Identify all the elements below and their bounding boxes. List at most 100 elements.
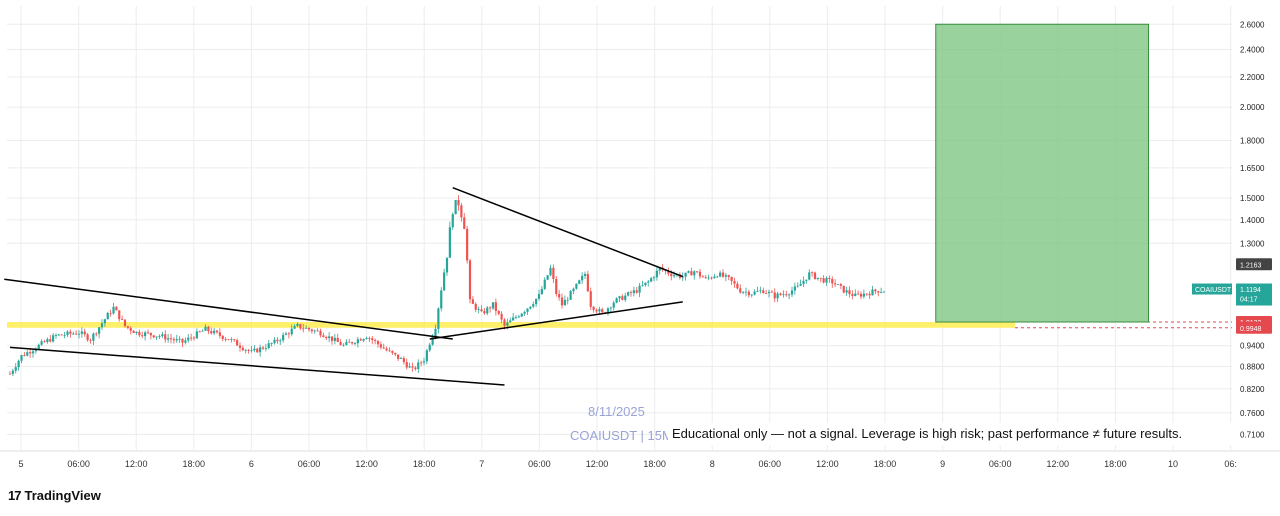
candle-body (368, 337, 371, 339)
candle-body (684, 272, 687, 277)
candle-body (169, 338, 173, 340)
level-high-badge: 1.2163 (1240, 262, 1262, 269)
symbol-badge-bg (1192, 283, 1232, 295)
candle-body (558, 294, 561, 298)
time-tick-label: 12:00 (1047, 459, 1070, 469)
candle-body (776, 293, 779, 299)
candle-body (650, 278, 653, 282)
candle-body (259, 347, 262, 353)
candle-body (799, 284, 802, 286)
candle-body (540, 288, 543, 295)
candle-body (261, 347, 265, 349)
time-tick-label: 7 (479, 459, 484, 469)
candle-body (270, 343, 273, 344)
time-tick-label: 06:00 (67, 459, 90, 469)
candle-body (336, 337, 339, 342)
price-tick-label: 1.3000 (1240, 239, 1265, 248)
disclaimer-note: Educational only — not a signal. Leverag… (668, 423, 1236, 445)
candle-body (851, 294, 854, 296)
candle-body (109, 313, 112, 314)
candle-body (612, 302, 615, 308)
price-tick-label: 0.7600 (1240, 409, 1265, 418)
candle-body (397, 354, 400, 359)
candle-body (724, 275, 727, 277)
time-axis[interactable]: 5 06:00 12:00 18:00 6 06:00 12:00 18:00 7 06:00 12… (0, 450, 1280, 469)
candle-body (425, 350, 428, 362)
zone-lower-badge-bg (1236, 321, 1272, 334)
candle-body (356, 339, 359, 344)
candle-body (710, 277, 713, 279)
candle-body (460, 205, 463, 218)
candle-body (816, 277, 819, 279)
price-tick-label: 0.9400 (1240, 342, 1265, 351)
candle-body (624, 295, 627, 300)
candle-body (836, 284, 840, 285)
candle-body (126, 326, 129, 328)
candle-body (555, 278, 558, 295)
price-tick-label: 1.5000 (1240, 194, 1265, 203)
candle-body (201, 330, 204, 332)
candle-body (307, 327, 311, 330)
candle-body (20, 355, 23, 361)
candle-body (842, 285, 845, 293)
candle-body (399, 358, 403, 359)
candle-body (172, 339, 175, 341)
candle-body (782, 294, 785, 296)
candle-body (422, 361, 426, 363)
tradingview-brand[interactable]: TradingView (24, 487, 101, 503)
candle-body (808, 272, 811, 280)
candle-body (155, 336, 158, 338)
price-axis[interactable]: 2.6000 2.4000 2.2000 2.0000 1.8000 1.6500 1.50… (1240, 20, 1265, 439)
candle-body (86, 334, 89, 341)
candle-body (560, 297, 564, 306)
price-tick-label: 0.7100 (1240, 430, 1265, 439)
time-tick-label: 6 (249, 459, 254, 469)
candle-body (77, 333, 81, 335)
candle-body (491, 302, 495, 309)
candle-body (629, 292, 633, 294)
candle-body (463, 217, 466, 229)
candle-body (106, 313, 109, 320)
candle-body (241, 347, 244, 351)
candle-body (233, 339, 236, 341)
candle-body (420, 362, 423, 364)
candle-body (813, 272, 817, 279)
candle-body (857, 293, 860, 295)
tradingview-logo-icon[interactable]: 17 (8, 487, 22, 503)
candle-body (811, 272, 814, 274)
candle-body (716, 276, 719, 278)
candle-body (877, 291, 880, 293)
candle-body (549, 267, 552, 276)
candle-body (57, 334, 60, 336)
candle-body (670, 273, 673, 277)
candle-body (40, 341, 43, 345)
candle-body (859, 293, 863, 297)
candle-body (190, 337, 193, 339)
candle-body (569, 291, 572, 300)
candle-body (434, 328, 437, 337)
candle-body (135, 331, 138, 333)
candle-body (408, 366, 411, 368)
candle-body (152, 335, 155, 338)
candle-body (244, 349, 247, 351)
target-box-rect (935, 23, 1149, 323)
candle-body (75, 333, 78, 335)
candle-body (80, 331, 83, 334)
trendline (4, 278, 453, 340)
candle-body (796, 285, 799, 287)
candle-body (865, 293, 868, 295)
zone-lower-badge: 0.9948 (1240, 326, 1262, 333)
candle-body (744, 291, 748, 293)
candle-body (192, 337, 196, 339)
candle-body (238, 345, 242, 348)
candle-body (385, 348, 388, 351)
candle-body (302, 328, 305, 330)
candle-body (581, 275, 584, 281)
trendlines (4, 186, 684, 386)
candle-body (227, 339, 230, 341)
candle-body (736, 283, 739, 289)
candle-body (822, 278, 825, 283)
candle-body (742, 291, 745, 293)
candle-body (819, 277, 822, 279)
